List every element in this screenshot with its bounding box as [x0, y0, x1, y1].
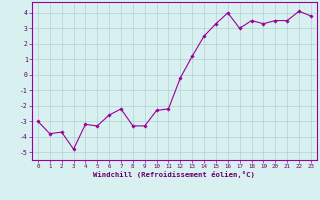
X-axis label: Windchill (Refroidissement éolien,°C): Windchill (Refroidissement éolien,°C)	[93, 171, 255, 178]
